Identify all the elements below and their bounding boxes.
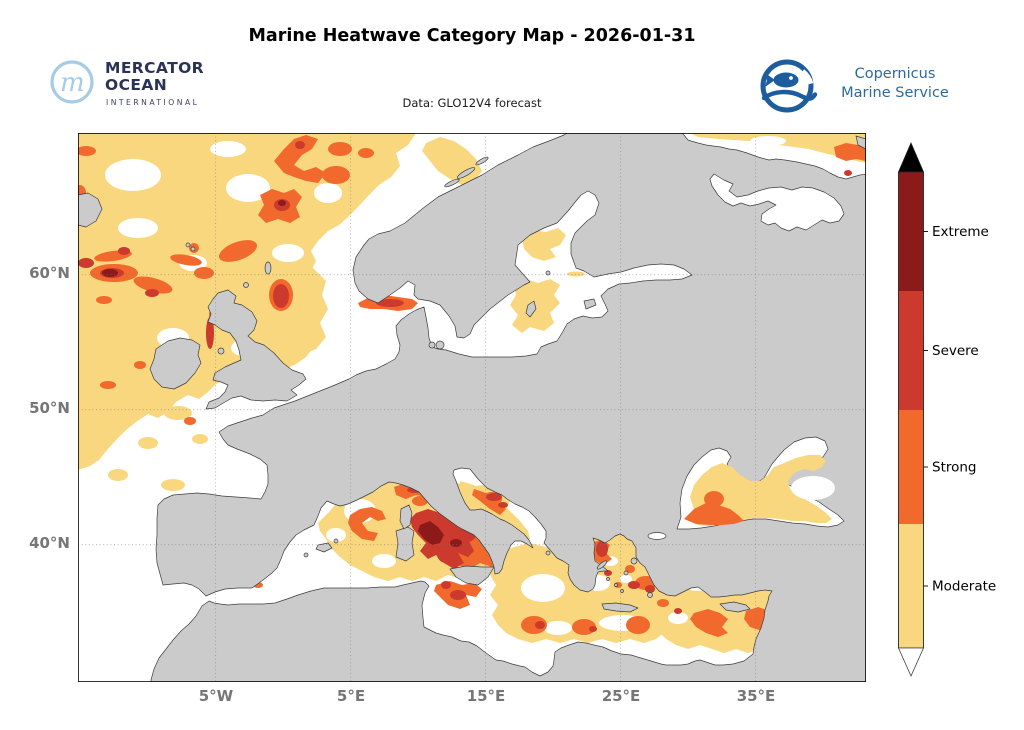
island-faroe2 <box>190 246 196 252</box>
xtick-5w: 5°W <box>198 687 234 705</box>
mercator-ocean-logo: m MERCATOR OCEAN INTERNATIONAL <box>48 56 248 116</box>
xtick-5e: 5°E <box>336 687 366 705</box>
colorbar-ticks <box>923 231 928 587</box>
island-saaremaa <box>583 298 597 310</box>
island-vesteralen <box>475 156 489 166</box>
europe-heatwave-map <box>74 124 874 694</box>
island-euboea <box>596 560 608 570</box>
island-lesbos <box>630 557 638 565</box>
island-zealand <box>435 340 445 350</box>
island-cyclades2 <box>614 583 618 587</box>
island-great-britain <box>205 289 307 410</box>
island-iceland-tip <box>77 192 103 228</box>
colorbar-label-strong: Strong <box>932 460 977 476</box>
colorbar-severe-swatch <box>898 291 924 410</box>
island-chios <box>623 570 629 576</box>
island-menorca <box>333 538 339 544</box>
colorbar-extreme-swatch <box>898 172 924 291</box>
copernicus-line1: Copernicus <box>854 66 936 82</box>
mercator-line2: OCEAN <box>105 76 168 94</box>
svg-text:m: m <box>60 68 85 98</box>
island-corsica <box>399 504 413 530</box>
island-aland <box>545 270 551 276</box>
colorbar-graphic: Extreme Severe Strong Moderate <box>897 141 996 677</box>
island-sicily <box>449 565 495 586</box>
mercator-monogram-icon: m <box>50 60 94 104</box>
island-funen <box>428 341 436 349</box>
mercator-line3: INTERNATIONAL <box>106 98 200 107</box>
xtick-25e: 25°E <box>601 687 641 705</box>
mainland <box>150 124 874 694</box>
ytick-50n: 50°N <box>29 399 70 417</box>
category-colorbar: Extreme Severe Strong Moderate <box>896 140 1024 700</box>
island-cyclades1 <box>606 577 610 581</box>
colorbar-arrow-top <box>897 141 925 173</box>
xtick-15e: 15°E <box>466 687 506 705</box>
ytick-60n: 60°N <box>29 264 70 282</box>
island-corfu <box>545 550 551 556</box>
xtick-35e: 35°E <box>736 687 776 705</box>
island-cyprus <box>719 601 751 613</box>
island-crete <box>601 602 639 613</box>
map <box>74 124 874 694</box>
enclosed-seas <box>647 173 845 540</box>
island-lofoten2 <box>444 178 460 188</box>
island-ireland <box>149 337 202 390</box>
colorbar-moderate-swatch <box>898 524 924 648</box>
sea-of-marmara <box>647 532 667 540</box>
island-faroe <box>185 242 191 248</box>
copernicus-wordmark: Copernicus Marine Service <box>820 65 970 103</box>
colorbar-arrow-bottom <box>897 647 925 677</box>
ytick-40n: 40°N <box>29 534 70 552</box>
white-sea <box>709 173 845 232</box>
colorbar-label-extreme: Extreme <box>932 224 989 240</box>
colorbar-strong-swatch <box>898 410 924 524</box>
colorbar-label-moderate: Moderate <box>932 579 996 595</box>
colorbar-label-severe: Severe <box>932 343 979 359</box>
mercator-line1: MERCATOR <box>105 59 205 77</box>
mercator-wordmark: MERCATOR OCEAN <box>105 60 204 94</box>
graticule <box>78 133 866 682</box>
page-title: Marine Heatwave Category Map - 2026-01-3… <box>248 26 696 46</box>
copernicus-fish-icon <box>760 59 818 113</box>
island-rhodes <box>647 592 653 598</box>
island-ibiza <box>303 552 309 558</box>
island-sardinia <box>395 526 415 562</box>
land-layer <box>77 124 874 694</box>
copernicus-line2: Marine Service <box>841 85 949 101</box>
island-shetland <box>264 261 272 275</box>
copernicus-marine-logo: Copernicus Marine Service <box>758 56 998 118</box>
data-source-label: Data: GLO12V4 forecast <box>402 96 542 110</box>
island-lofoten <box>456 167 476 179</box>
island-gotland <box>525 300 537 318</box>
island-orkney <box>243 282 249 288</box>
island-man <box>217 347 225 355</box>
island-mallorca <box>315 542 333 553</box>
